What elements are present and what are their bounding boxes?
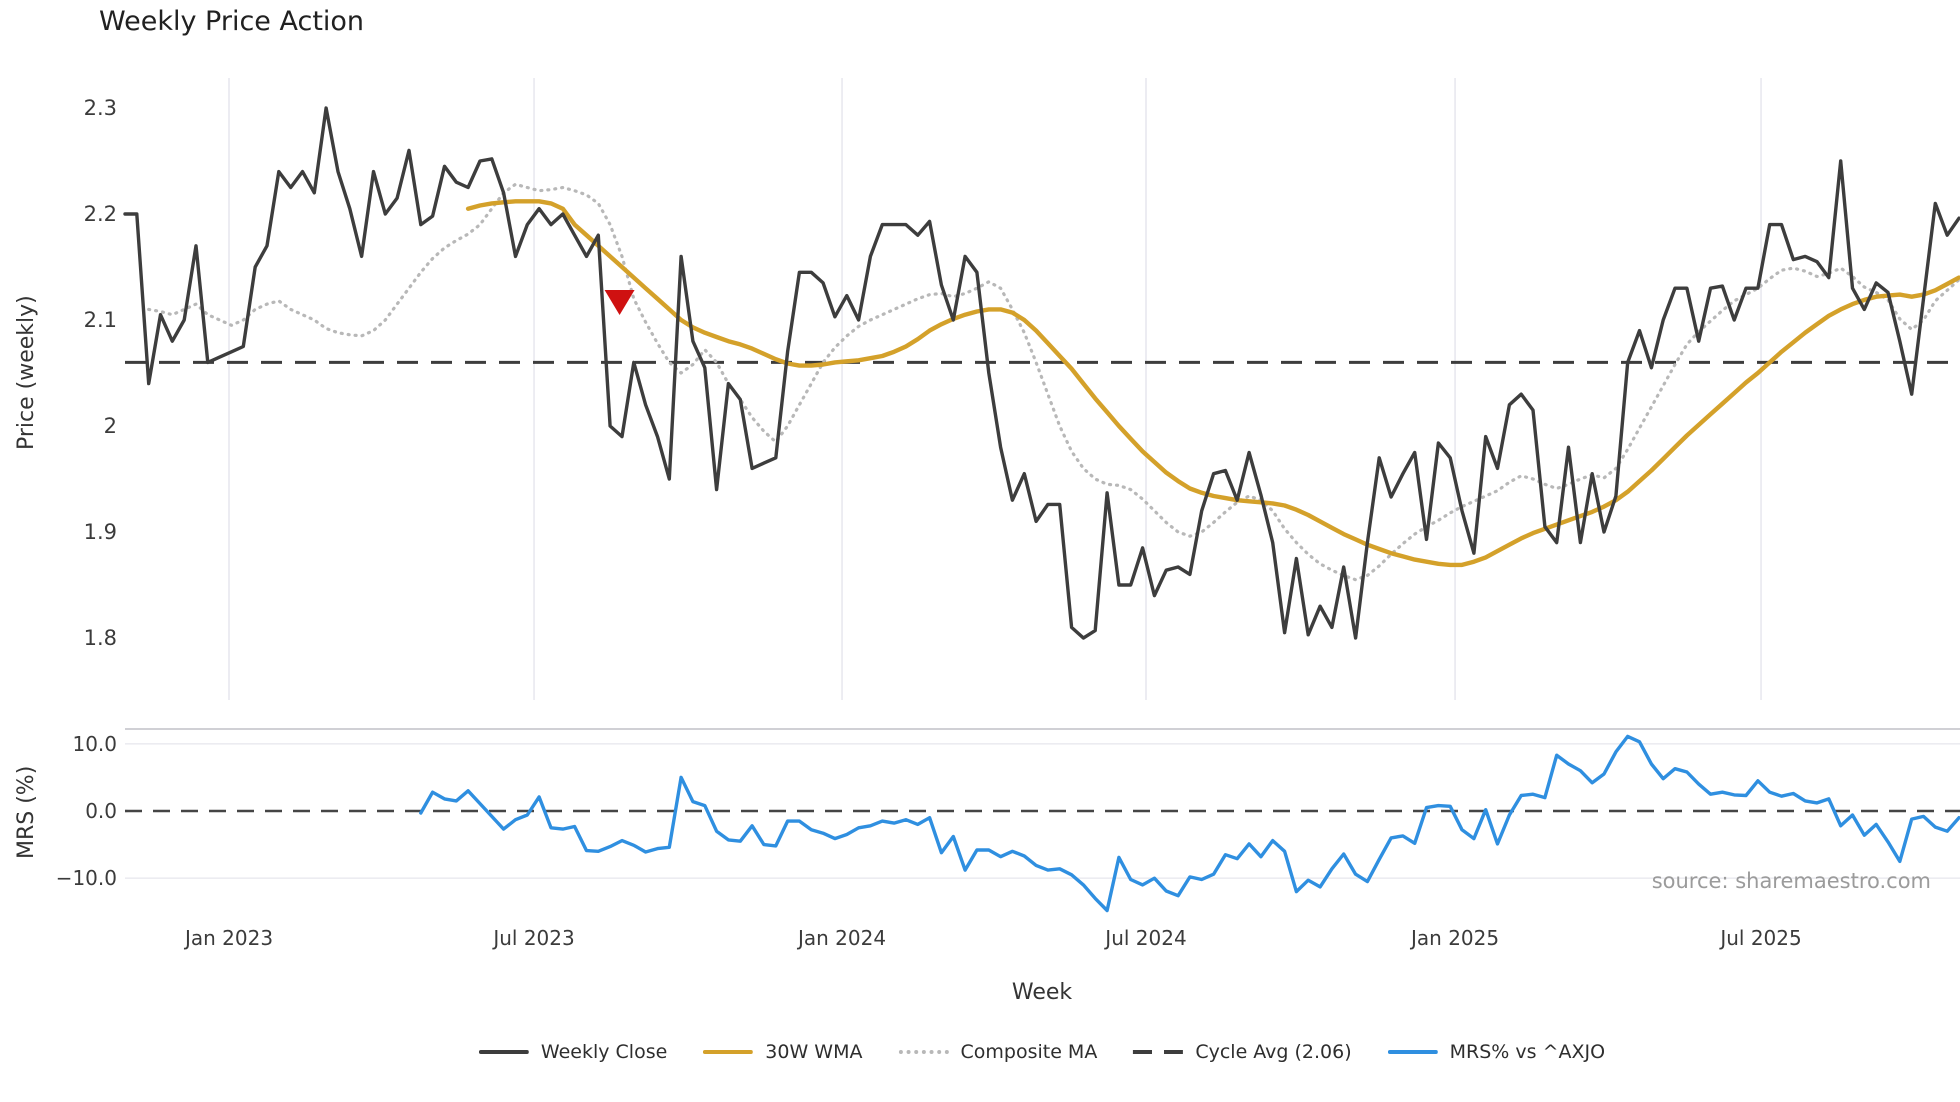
legend-swatch-solid-icon <box>703 1050 754 1054</box>
legend: Weekly Close 30W WMA Composite MA Cycle Avg… <box>478 1041 1606 1063</box>
legend-label: MRS% vs ^AXJO <box>1449 1041 1606 1063</box>
x-tick-label: Jan 2024 <box>797 926 887 950</box>
price-tick-label: 2.3 <box>83 96 117 120</box>
legend-label: Weekly Close <box>540 1041 668 1063</box>
x-tick-label: Jan 2025 <box>1411 926 1500 950</box>
source-note: source: sharemaestro.com <box>1651 869 1931 893</box>
price-tick-label: 2.1 <box>83 308 117 332</box>
series-weekly-close <box>123 106 1960 640</box>
legend-label: Composite MA <box>960 1041 1098 1063</box>
legend-swatch-dotted-icon <box>898 1050 949 1054</box>
price-tick-label: 1.8 <box>83 626 117 650</box>
legend-item: 30W WMA <box>703 1041 862 1063</box>
legend-label: 30W WMA <box>765 1041 863 1063</box>
series-composite-ma <box>147 182 1960 582</box>
mrs-tick-label: 10.0 <box>72 731 117 756</box>
x-tick-label: Jan 2023 <box>184 926 274 950</box>
x-tick-label: Jul 2025 <box>1720 926 1802 950</box>
legend-item: Cycle Avg (2.06) <box>1133 1041 1352 1063</box>
price-tick-label: 1.9 <box>83 520 117 544</box>
legend-item: MRS% vs ^AXJO <box>1387 1041 1606 1063</box>
price-tick-label: 2 <box>103 414 117 438</box>
sell-signal-marker <box>604 289 635 315</box>
mrs-tick-label: 0.0 <box>85 799 117 823</box>
legend-item: Composite MA <box>898 1041 1097 1063</box>
price-tick-label: 2.2 <box>83 202 117 226</box>
x-tick-label: Jul 2024 <box>1105 926 1187 950</box>
legend-swatch-dashed-icon <box>1133 1050 1184 1054</box>
x-axis-title: Week <box>1011 980 1073 1005</box>
legend-swatch-solid-icon <box>478 1050 529 1054</box>
mrs-tick-label: −10.0 <box>55 866 117 891</box>
legend-label: Cycle Avg (2.06) <box>1195 1041 1352 1063</box>
legend-swatch-solid-icon <box>1387 1050 1438 1054</box>
x-tick-label: Jul 2023 <box>493 926 575 950</box>
legend-item: Weekly Close <box>478 1041 668 1063</box>
chart-title: Weekly Price Action <box>99 6 365 37</box>
price-axis-title: Price (weekly) <box>14 295 39 451</box>
series-mrs-vs-axjo <box>419 734 1960 913</box>
series-30w-wma <box>465 199 1960 568</box>
